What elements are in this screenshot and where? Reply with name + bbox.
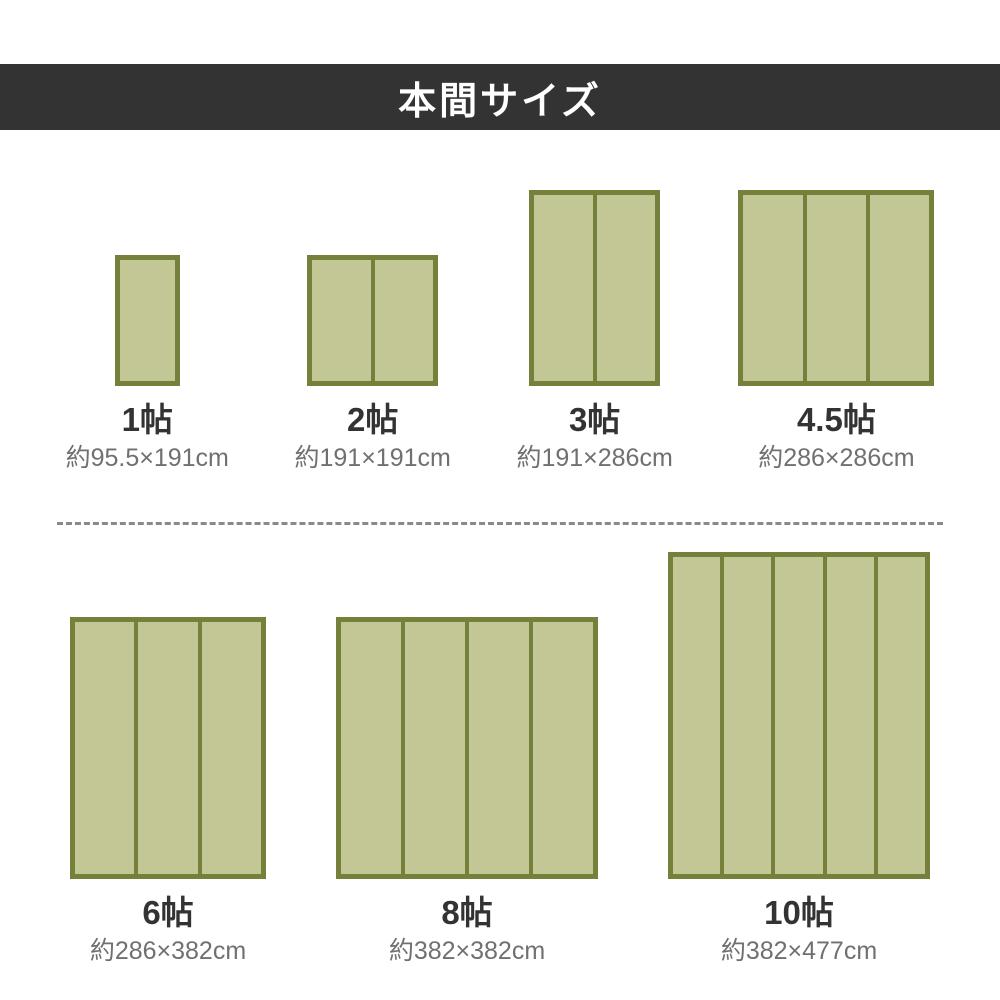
mat-diagram: [307, 255, 439, 386]
mat-cell: 8帖約382×382cm: [336, 617, 598, 967]
mat-panel: [870, 195, 930, 381]
dashed-divider: [57, 522, 943, 525]
mat-cell: 3帖約191×286cm: [516, 190, 673, 474]
mat-panel: [341, 622, 401, 874]
mat-panel: [533, 622, 593, 874]
mat-panel: [534, 195, 593, 381]
mat-size-label: 2帖: [346, 401, 399, 438]
size-row-bottom: 6帖約286×382cm 8帖約382×382cm 10帖約382×477cm: [0, 552, 1000, 967]
mat-diagram: [738, 190, 935, 386]
mat-diagram: [70, 617, 266, 879]
mat-diagram: [668, 552, 930, 879]
mat-panel: [119, 260, 175, 381]
mat-dimensions-label: 約382×477cm: [720, 937, 878, 965]
mat-panel: [596, 195, 656, 381]
mat-size-label: 1帖: [121, 401, 173, 438]
mat-panel: [743, 195, 803, 381]
mat-panel: [374, 260, 434, 381]
mat-cell: 1帖約95.5×191cm: [66, 255, 229, 474]
mat-dimensions-label: 約286×382cm: [89, 937, 247, 965]
mat-size-label: 4.5帖: [796, 401, 876, 438]
mat-panel: [138, 622, 198, 874]
mat-size-label: 8帖: [441, 894, 493, 931]
mat-panel: [405, 622, 465, 874]
mat-panel: [469, 622, 529, 874]
mat-panel: [75, 622, 135, 874]
mat-diagram: [529, 190, 661, 386]
mat-panel: [775, 557, 823, 874]
mat-dimensions-label: 約286×286cm: [758, 444, 915, 472]
mat-panel: [877, 557, 926, 874]
mat-panel: [201, 622, 261, 874]
mat-dimensions-label: 約191×286cm: [516, 444, 673, 472]
mat-cell: 2帖約191×191cm: [294, 255, 451, 474]
size-row-top: 1帖約95.5×191cm 2帖約191×191cm 3帖約191×286cm 4.5…: [0, 190, 1000, 474]
mat-dimensions-label: 約382×382cm: [388, 937, 546, 965]
mat-cell: 10帖約382×477cm: [668, 552, 930, 967]
page-title: 本間サイズ: [398, 80, 602, 123]
mat-dimensions-label: 約95.5×191cm: [65, 444, 229, 472]
mat-size-label: 6帖: [142, 894, 194, 931]
mat-panel: [806, 195, 867, 381]
mat-panel: [826, 557, 874, 874]
mat-panel: [724, 557, 772, 874]
mat-diagram: [114, 255, 180, 386]
mat-panel: [312, 260, 371, 381]
mat-cell: 4.5帖約286×286cm: [738, 190, 935, 474]
header-banner: 本間サイズ: [0, 64, 1000, 130]
mat-size-label: 3帖: [568, 401, 621, 438]
mat-size-label: 10帖: [764, 894, 834, 931]
mat-cell: 6帖約286×382cm: [70, 617, 266, 967]
mat-diagram: [336, 617, 598, 879]
mat-panel: [673, 557, 721, 874]
mat-dimensions-label: 約191×191cm: [294, 444, 451, 472]
